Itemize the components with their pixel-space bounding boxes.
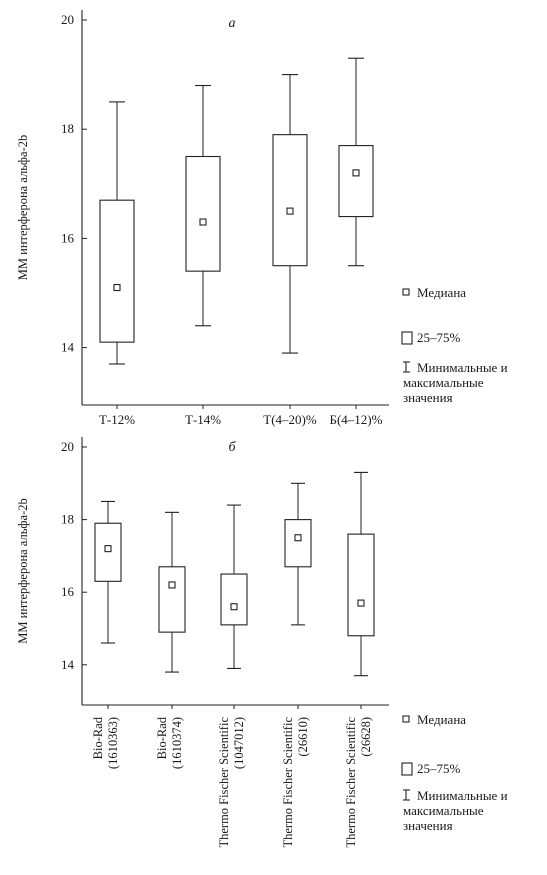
y-tick-label: 14 bbox=[61, 340, 75, 355]
median-marker bbox=[294, 534, 302, 542]
y-tick-label: 20 bbox=[61, 439, 74, 454]
median-marker bbox=[104, 545, 112, 553]
iqr-box bbox=[99, 199, 135, 343]
iqr-box bbox=[158, 566, 186, 633]
iqr-box bbox=[347, 533, 375, 637]
x-category-label: Т-12% bbox=[99, 412, 135, 427]
box-group bbox=[284, 482, 312, 626]
y-tick-label: 18 bbox=[61, 512, 74, 527]
iqr-box bbox=[338, 145, 374, 218]
legend-box-label: 25–75% bbox=[417, 761, 461, 776]
box-group bbox=[272, 74, 308, 354]
y-tick-label: 14 bbox=[61, 657, 75, 672]
legend-median-icon bbox=[402, 715, 410, 723]
legend-box-icon bbox=[401, 762, 413, 776]
x-category-label: Thermo Fischer Scientific bbox=[344, 717, 358, 848]
iqr-box bbox=[94, 522, 122, 582]
x-category-label: Thermo Fischer Scientific bbox=[281, 717, 295, 848]
median-marker bbox=[113, 283, 121, 292]
legend-median-label: Медиана bbox=[417, 712, 466, 727]
y-tick-label: 20 bbox=[61, 12, 74, 27]
box-group bbox=[347, 471, 375, 677]
x-category-label: Т(4–20)% bbox=[263, 412, 317, 427]
box-group bbox=[338, 57, 374, 267]
box-group bbox=[158, 511, 186, 673]
x-category-label: (1610363) bbox=[106, 717, 120, 769]
legend-median-label: Медиана bbox=[417, 285, 466, 300]
panel-label: б bbox=[228, 440, 236, 455]
x-category-label: Т-14% bbox=[185, 412, 221, 427]
iqr-box bbox=[185, 155, 221, 272]
x-category-label: (26628) bbox=[359, 717, 373, 757]
x-category-label: Thermo Fischer Scientific bbox=[217, 717, 231, 848]
y-tick-label: 16 bbox=[61, 230, 75, 245]
median-marker bbox=[357, 599, 365, 607]
median-marker bbox=[286, 207, 294, 215]
legend-range-label: Минимальные и максимальные значения bbox=[403, 788, 508, 833]
box-group bbox=[94, 500, 122, 644]
median-marker bbox=[230, 603, 238, 611]
y-tick-label: 16 bbox=[61, 584, 75, 599]
box-group bbox=[99, 101, 135, 365]
median-marker bbox=[168, 581, 176, 589]
iqr-box bbox=[284, 519, 312, 568]
legend-range-label: Минимальные и максимальные значения bbox=[403, 360, 508, 405]
y-axis-title: ММ интерферона альфа-2b bbox=[16, 498, 30, 643]
x-category-label: (1047012) bbox=[232, 717, 246, 769]
box-group bbox=[185, 84, 221, 327]
x-category-label: (1610374) bbox=[170, 717, 184, 769]
x-category-label: Б(4–12)% bbox=[330, 412, 383, 427]
y-axis-title: ММ интерферона альфа-2b bbox=[16, 135, 30, 280]
legend-box-label: 25–75% bbox=[417, 330, 461, 345]
panel-label: а bbox=[229, 16, 236, 31]
median-marker bbox=[352, 169, 360, 177]
iqr-box bbox=[220, 573, 248, 626]
x-category-label: Bio-Rad bbox=[91, 716, 105, 759]
y-tick-label: 18 bbox=[61, 121, 74, 136]
median-marker bbox=[199, 218, 207, 226]
box-group bbox=[220, 504, 248, 669]
x-category-label: Bio-Rad bbox=[155, 716, 169, 759]
iqr-box bbox=[272, 134, 308, 267]
legend-box-icon bbox=[401, 331, 413, 345]
legend-median-icon bbox=[402, 288, 410, 296]
x-category-label: (26610) bbox=[296, 717, 310, 757]
